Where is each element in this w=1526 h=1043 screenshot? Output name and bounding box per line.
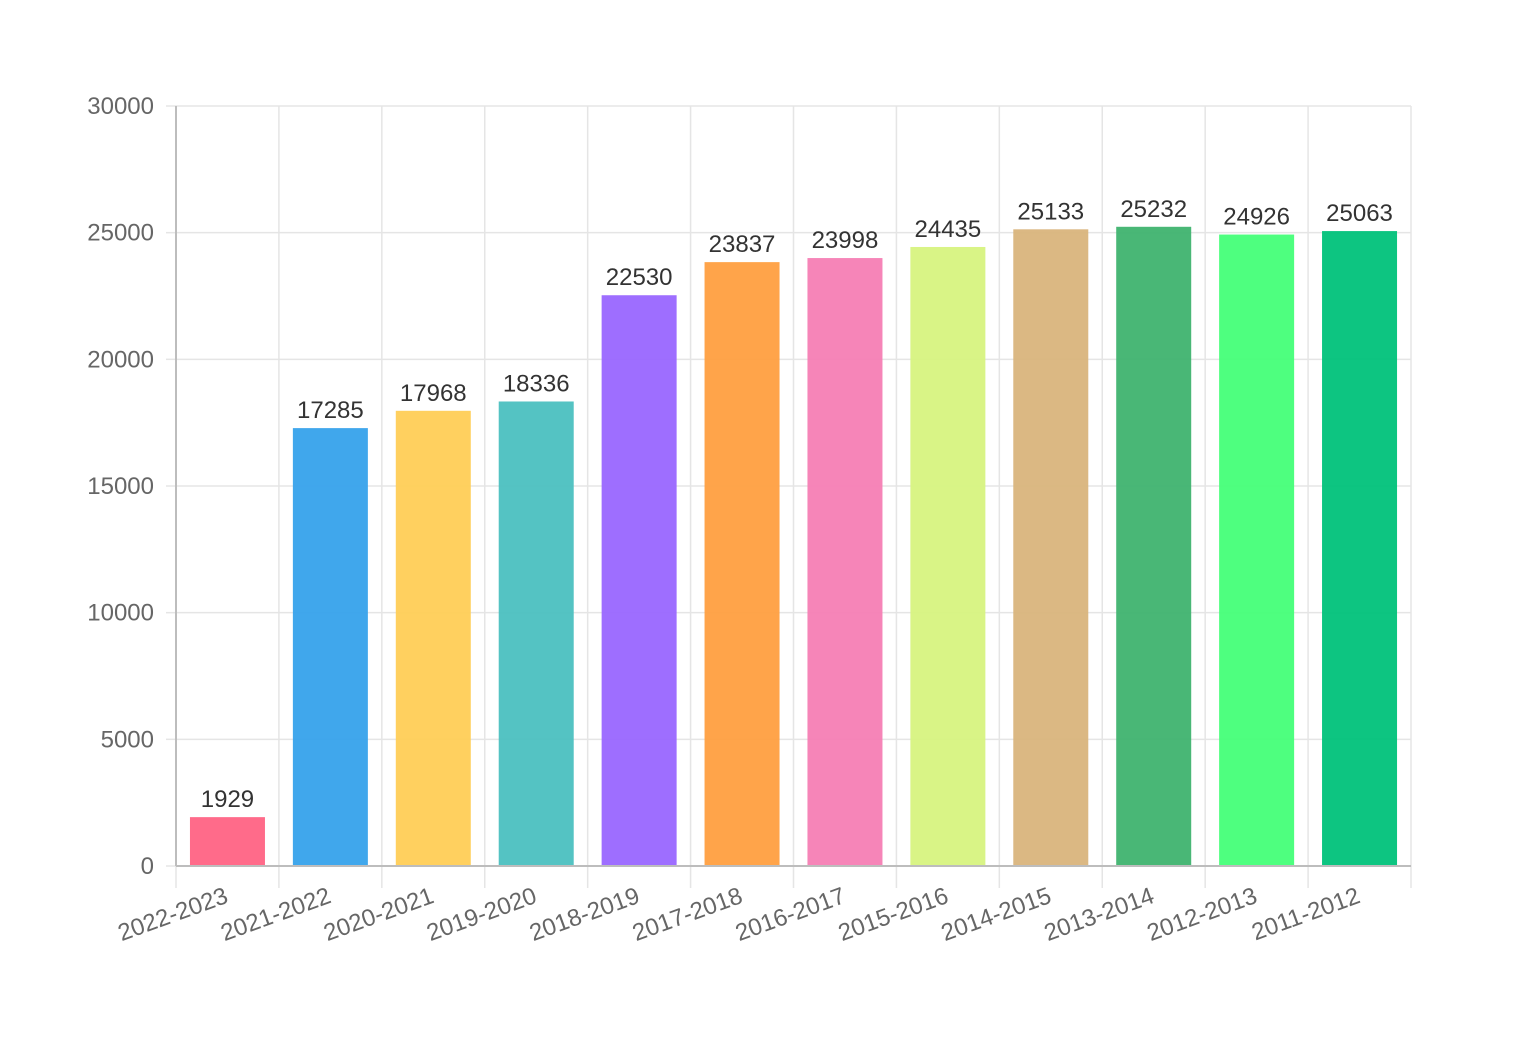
x-tick-label: 2018-2019 bbox=[526, 882, 643, 947]
data-label: 17968 bbox=[400, 380, 467, 407]
bar-2022-2023[interactable] bbox=[189, 817, 265, 866]
y-tick-label: 10000 bbox=[87, 600, 154, 627]
data-label: 18336 bbox=[503, 370, 570, 397]
data-label: 25063 bbox=[1326, 200, 1393, 227]
x-tick-label: 2017-2018 bbox=[629, 882, 746, 947]
y-tick-label: 25000 bbox=[87, 220, 154, 247]
data-label: 23837 bbox=[709, 231, 776, 258]
x-tick-label: 2011-2012 bbox=[1248, 882, 1363, 946]
data-label: 23998 bbox=[812, 227, 879, 254]
bar-2013-2014[interactable] bbox=[1116, 226, 1192, 867]
data-label: 22530 bbox=[606, 264, 673, 291]
bar-2017-2018[interactable] bbox=[704, 262, 780, 866]
data-label: 24435 bbox=[915, 216, 982, 243]
y-tick-label: 15000 bbox=[87, 473, 154, 500]
y-tick-label: 5000 bbox=[101, 726, 154, 753]
y-tick-label: 30000 bbox=[87, 93, 154, 120]
x-tick-label: 2012-2013 bbox=[1144, 882, 1261, 947]
grid bbox=[176, 105, 1412, 866]
data-label: 1929 bbox=[201, 786, 254, 813]
x-tick-label: 2015-2016 bbox=[835, 882, 952, 947]
bar-2019-2020[interactable] bbox=[498, 401, 574, 866]
y-tick-label: 20000 bbox=[87, 346, 154, 373]
bar-2014-2015[interactable] bbox=[1013, 229, 1089, 866]
bars bbox=[189, 226, 1398, 867]
data-label: 24926 bbox=[1223, 204, 1290, 231]
bar-2011-2012[interactable] bbox=[1322, 231, 1398, 866]
data-label: 17285 bbox=[297, 397, 364, 424]
x-tick-label: 2022-2023 bbox=[114, 882, 231, 947]
bar-2012-2013[interactable] bbox=[1219, 234, 1295, 867]
data-label: 25232 bbox=[1120, 196, 1187, 223]
bar-2020-2021[interactable] bbox=[395, 410, 471, 866]
x-tick-label: 2013-2014 bbox=[1041, 882, 1158, 947]
x-tick-label: 2020-2021 bbox=[320, 882, 437, 947]
x-tick-label: 2014-2015 bbox=[938, 882, 1055, 947]
bar-2015-2016[interactable] bbox=[910, 246, 986, 867]
bar-2021-2022[interactable] bbox=[292, 428, 368, 866]
x-tick-label: 2019-2020 bbox=[423, 882, 540, 947]
data-label: 25133 bbox=[1017, 198, 1084, 225]
bar-2018-2019[interactable] bbox=[601, 295, 677, 866]
x-tick-label: 2021-2022 bbox=[217, 882, 334, 947]
x-tick-label: 2016-2017 bbox=[732, 882, 849, 947]
axes bbox=[166, 105, 1412, 888]
bar-2016-2017[interactable] bbox=[807, 258, 883, 866]
y-tick-label: 0 bbox=[141, 853, 154, 880]
